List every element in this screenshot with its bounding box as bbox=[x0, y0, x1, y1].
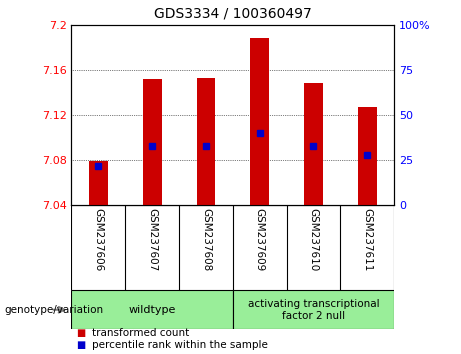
Bar bbox=[143, 79, 161, 205]
Text: GSM237608: GSM237608 bbox=[201, 208, 211, 271]
Text: transformed count: transformed count bbox=[92, 328, 189, 338]
Text: percentile rank within the sample: percentile rank within the sample bbox=[92, 340, 268, 350]
Bar bbox=[89, 161, 108, 205]
Text: GSM237611: GSM237611 bbox=[362, 208, 372, 271]
Text: GSM237609: GSM237609 bbox=[254, 208, 265, 271]
Title: GDS3334 / 100360497: GDS3334 / 100360497 bbox=[154, 7, 312, 21]
Bar bbox=[71, 290, 233, 329]
Text: GSM237606: GSM237606 bbox=[93, 208, 103, 271]
Text: ■: ■ bbox=[76, 328, 85, 338]
Bar bbox=[250, 38, 269, 205]
Bar bbox=[233, 290, 394, 329]
Text: GSM237607: GSM237607 bbox=[147, 208, 157, 271]
Text: wildtype: wildtype bbox=[129, 305, 176, 315]
Text: activating transcriptional
factor 2 null: activating transcriptional factor 2 null bbox=[248, 299, 379, 321]
Bar bbox=[196, 78, 215, 205]
Text: ■: ■ bbox=[76, 340, 85, 350]
Text: GSM237610: GSM237610 bbox=[308, 208, 319, 271]
Bar bbox=[304, 84, 323, 205]
Text: genotype/variation: genotype/variation bbox=[5, 305, 104, 315]
Bar bbox=[358, 107, 377, 205]
